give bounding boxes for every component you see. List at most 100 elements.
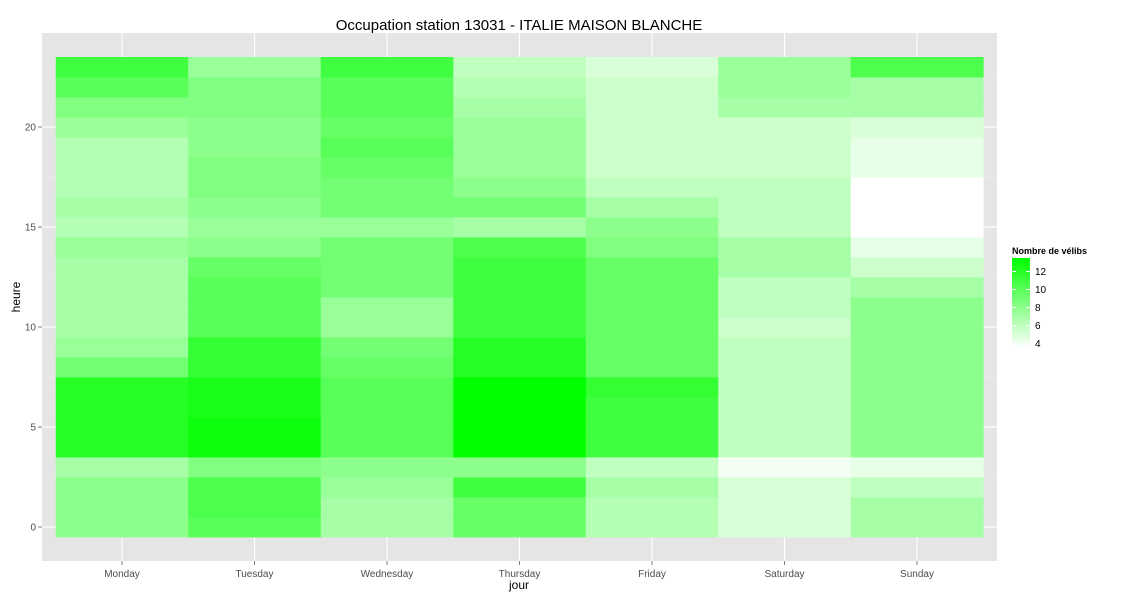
heatmap-cell xyxy=(718,117,852,138)
heatmap-cell xyxy=(55,177,189,198)
heatmap-cell xyxy=(320,397,454,418)
heatmap-cell xyxy=(320,157,454,178)
heatmap-cell xyxy=(585,237,719,258)
x-tick-label: Saturday xyxy=(764,569,804,580)
x-tick-label: Monday xyxy=(104,569,140,580)
legend-color-bar xyxy=(1012,258,1030,348)
heatmap-cell xyxy=(850,177,984,198)
heatmap-cell xyxy=(453,237,587,258)
heatmap-cell xyxy=(718,137,852,158)
heatmap-cell xyxy=(188,277,322,298)
heatmap-cell xyxy=(585,337,719,358)
legend-tick-label: 8 xyxy=(1035,303,1041,314)
heatmap-cell xyxy=(320,57,454,78)
heatmap-cell xyxy=(585,277,719,298)
heatmap-cell xyxy=(585,197,719,218)
heatmap-cell xyxy=(188,257,322,278)
heatmap-cell xyxy=(850,97,984,118)
heatmap-cell xyxy=(453,297,587,318)
heatmap-cell xyxy=(453,457,587,478)
heatmap-cell xyxy=(850,497,984,518)
heatmap-cell xyxy=(585,477,719,498)
legend-tick-label: 6 xyxy=(1035,321,1041,332)
heatmap-cell xyxy=(585,297,719,318)
heatmap-cell xyxy=(453,337,587,358)
heatmap-cell xyxy=(55,217,189,238)
heatmap-cell xyxy=(188,157,322,178)
heatmap-cell xyxy=(320,357,454,378)
x-axis-ticks: Monday Tuesday Wednesday Thursday Friday Satu… xyxy=(104,561,934,580)
heatmap-cell xyxy=(188,97,322,118)
heatmap-cell xyxy=(718,237,852,258)
heatmap-cell xyxy=(718,517,852,538)
heatmap-cell xyxy=(55,477,189,498)
heatmap-cell xyxy=(453,177,587,198)
heatmap-cell xyxy=(188,137,322,158)
heatmap-cell xyxy=(850,517,984,538)
heatmap-cell xyxy=(320,417,454,438)
heatmap-cell xyxy=(850,157,984,178)
heatmap-cell xyxy=(188,337,322,358)
heatmap-cell xyxy=(55,517,189,538)
heatmap-cell xyxy=(850,377,984,398)
heatmap-cell xyxy=(453,197,587,218)
legend-title: Nombre de vélibs xyxy=(1012,246,1087,256)
heatmap-cell xyxy=(718,257,852,278)
heatmap-cell xyxy=(188,357,322,378)
heatmap-cell xyxy=(850,137,984,158)
heatmap-cell xyxy=(55,137,189,158)
heatmap-cell xyxy=(453,397,587,418)
y-tick-label: 0 xyxy=(30,523,36,534)
heatmap-cell xyxy=(320,497,454,518)
heatmap-cell xyxy=(55,117,189,138)
heatmap-cell xyxy=(718,177,852,198)
heatmap-cell xyxy=(453,137,587,158)
legend-tick-label: 10 xyxy=(1035,285,1047,296)
heatmap-cell xyxy=(585,497,719,518)
heatmap-cell xyxy=(188,217,322,238)
heatmap-cell xyxy=(718,377,852,398)
heatmap-cell xyxy=(850,397,984,418)
heatmap-cell xyxy=(55,457,189,478)
heatmap-cell xyxy=(453,257,587,278)
heatmap-cell xyxy=(850,317,984,338)
heatmap-cell xyxy=(718,477,852,498)
heatmap-cell xyxy=(55,297,189,318)
heatmap-cell xyxy=(188,517,322,538)
y-tick-label: 15 xyxy=(25,223,37,234)
heatmap-cell xyxy=(320,517,454,538)
heatmap-cell xyxy=(453,517,587,538)
x-tick-label: Tuesday xyxy=(236,569,274,580)
heatmap-cell xyxy=(585,317,719,338)
heatmap-cell xyxy=(55,397,189,418)
heatmap-cell xyxy=(320,477,454,498)
heatmap-cell xyxy=(320,437,454,458)
color-legend: Nombre de vélibs 4 6 8 10 12 xyxy=(1012,246,1087,350)
heatmap-cell xyxy=(320,337,454,358)
x-tick-label: Sunday xyxy=(900,569,934,580)
y-tick-label: 20 xyxy=(25,123,37,134)
heatmap-cell xyxy=(850,417,984,438)
heatmap-cell xyxy=(718,337,852,358)
heatmap-cell xyxy=(453,497,587,518)
heatmap-cell xyxy=(188,497,322,518)
heatmap-cell xyxy=(585,517,719,538)
heatmap-cell xyxy=(453,117,587,138)
heatmap-cell xyxy=(585,217,719,238)
heatmap-cell xyxy=(320,297,454,318)
heatmap-cell xyxy=(850,237,984,258)
heatmap-cell xyxy=(320,237,454,258)
x-tick-label: Thursday xyxy=(499,569,541,580)
heatmap-cell xyxy=(718,497,852,518)
heatmap-cell xyxy=(453,57,587,78)
heatmap-cell xyxy=(585,417,719,438)
heatmap-cell xyxy=(188,457,322,478)
heatmap-cell xyxy=(850,117,984,138)
heatmap-cell xyxy=(453,477,587,498)
heatmap-cell xyxy=(718,357,852,378)
heatmap-cell xyxy=(320,117,454,138)
heatmap-cell xyxy=(55,417,189,438)
heatmap-cell xyxy=(453,77,587,98)
heatmap-cell xyxy=(585,357,719,378)
